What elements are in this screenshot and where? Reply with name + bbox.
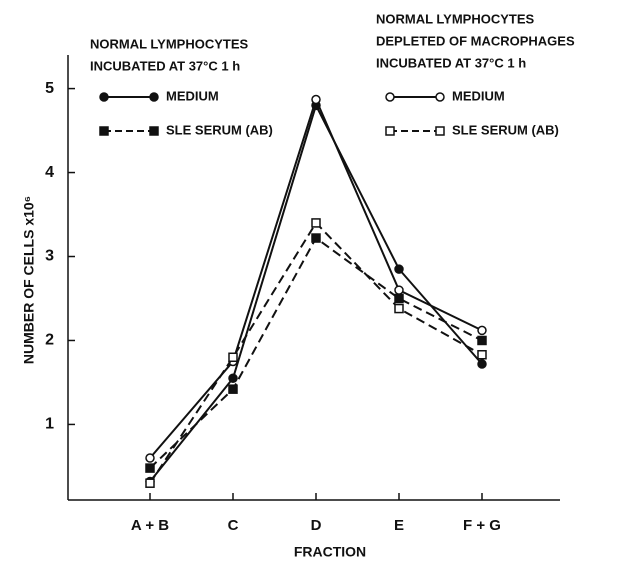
y-tick-label: 5	[45, 80, 54, 97]
point	[311, 218, 321, 228]
point	[477, 335, 487, 346]
legend-marker	[99, 92, 109, 102]
point	[477, 359, 487, 369]
legend-title: INCUBATED AT 37°C 1 h	[90, 58, 240, 73]
legend-label: SLE SERUM (AB)	[452, 122, 559, 137]
series-line	[149, 221, 483, 484]
x-tick-label: D	[311, 517, 322, 534]
y-tick-label: 4	[45, 164, 54, 181]
y-tick-label: 2	[45, 332, 54, 349]
series-line	[149, 236, 483, 469]
point	[145, 463, 155, 473]
legend-label: MEDIUM	[166, 88, 219, 103]
point	[311, 94, 321, 105]
series-line	[149, 96, 483, 459]
x-axis-label: FRACTION	[294, 544, 366, 560]
legend-label: MEDIUM	[452, 88, 505, 103]
point	[145, 478, 155, 488]
legend-marker	[149, 92, 159, 102]
point	[394, 303, 404, 314]
point	[477, 349, 487, 360]
point	[145, 453, 155, 463]
legend-marker	[435, 126, 445, 136]
x-tick-label: E	[394, 517, 404, 534]
point	[477, 325, 487, 336]
legend-marker	[385, 126, 395, 136]
x-tick-label: A + B	[131, 517, 169, 534]
point	[228, 373, 238, 384]
legend-marker	[99, 126, 109, 136]
legend-title: DEPLETED OF MACROPHAGES	[376, 33, 575, 48]
point	[228, 384, 238, 394]
point	[311, 233, 321, 243]
legend-title: NORMAL LYMPHOCYTES	[376, 11, 535, 26]
point	[394, 285, 404, 295]
x-tick-label: C	[228, 517, 239, 534]
legend-title: INCUBATED AT 37°C 1 h	[376, 55, 526, 70]
legend-title: NORMAL LYMPHOCYTES	[90, 36, 249, 51]
legend-marker	[149, 126, 159, 136]
y-tick-label: 1	[45, 416, 54, 433]
y-tick-label: 3	[45, 248, 54, 265]
x-tick-label: F + G	[463, 517, 501, 534]
y-axis-label: NUMBER OF CELLS x10⁶	[21, 196, 37, 364]
point	[394, 264, 404, 274]
legend-label: SLE SERUM (AB)	[166, 122, 273, 137]
legend-marker	[385, 92, 395, 102]
point	[394, 293, 404, 304]
point	[228, 352, 238, 363]
legend-marker	[435, 92, 445, 102]
series-line	[149, 102, 483, 483]
